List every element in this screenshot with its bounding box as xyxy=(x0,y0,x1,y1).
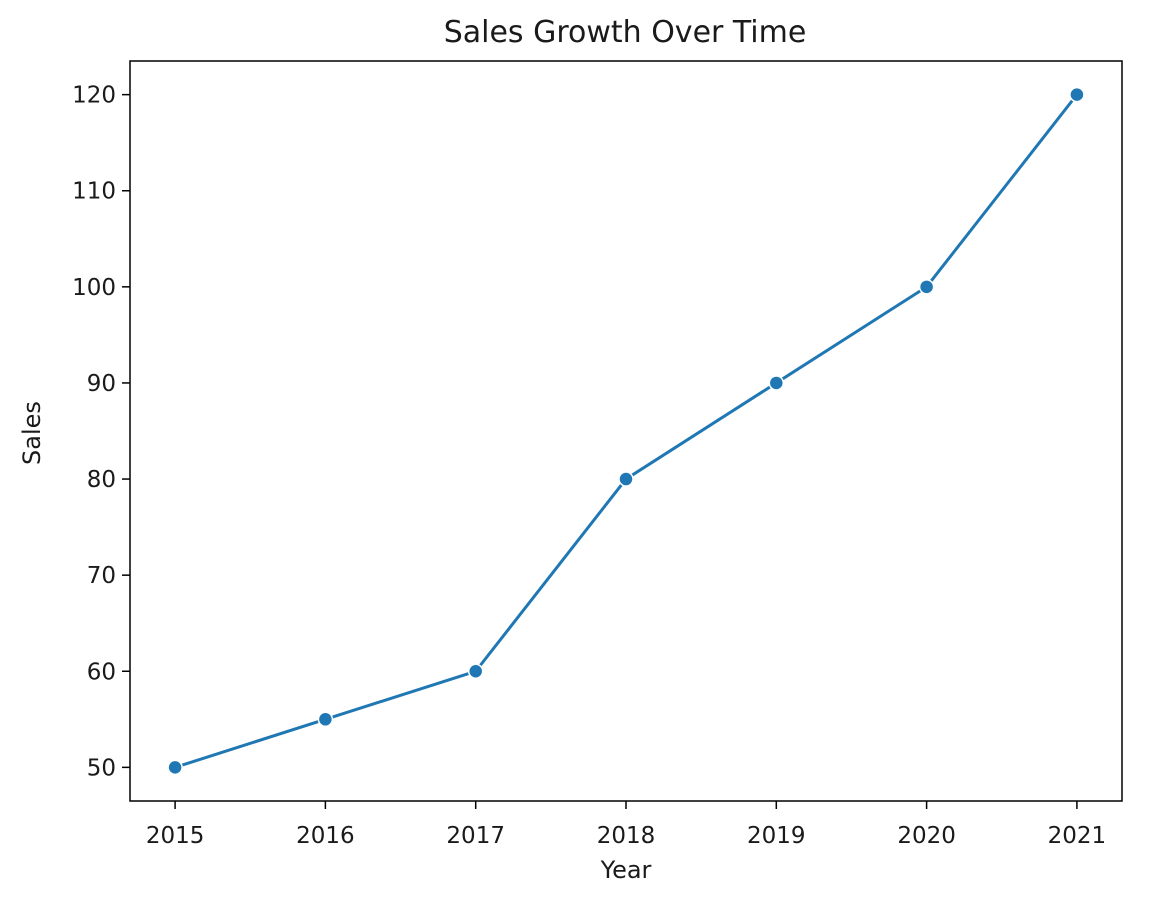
y-tick-label: 80 xyxy=(87,467,116,493)
y-axis-label: Sales xyxy=(18,401,46,465)
data-point xyxy=(768,375,785,391)
axes-frame xyxy=(129,60,1123,802)
x-axis: 2015 2016 2017 2018 2019 2020 2021 xyxy=(146,801,1106,849)
y-tick-label: 70 xyxy=(87,563,116,589)
data-point xyxy=(1069,86,1085,103)
x-tick-label: 2019 xyxy=(747,823,806,849)
y-tick-label: 90 xyxy=(87,371,116,397)
x-tick-label: 2020 xyxy=(897,823,956,849)
y-tick-label: 50 xyxy=(87,755,116,781)
y-tick-label: 110 xyxy=(72,179,116,205)
data-point xyxy=(317,711,334,728)
y-tick-label: 60 xyxy=(87,659,116,685)
data-point xyxy=(167,759,183,776)
data-point xyxy=(467,663,484,680)
chart-title: Sales Growth Over Time xyxy=(444,15,807,50)
y-tick-label: 120 xyxy=(72,83,116,109)
plot-area xyxy=(167,86,1085,776)
x-tick-label: 2018 xyxy=(597,823,656,849)
x-tick-label: 2021 xyxy=(1048,823,1107,849)
x-tick-label: 2017 xyxy=(446,823,505,849)
data-point xyxy=(618,471,634,487)
data-point xyxy=(918,279,935,295)
y-tick-label: 100 xyxy=(72,275,116,301)
x-tick-label: 2016 xyxy=(296,823,355,849)
y-axis: 50 60 70 80 90 100 110 120 xyxy=(72,83,130,781)
x-axis-label: Year xyxy=(600,856,652,884)
x-tick-label: 2015 xyxy=(146,823,205,849)
series-line xyxy=(174,93,1079,769)
